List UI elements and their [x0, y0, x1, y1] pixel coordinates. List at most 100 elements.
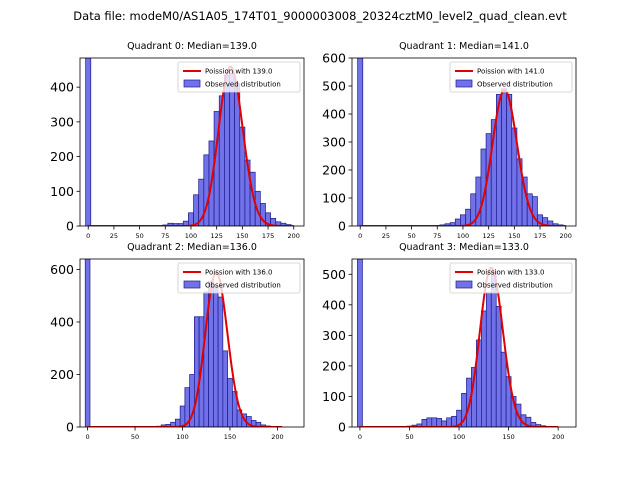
x-tick-label: 75 — [161, 232, 169, 240]
histogram-bar — [224, 74, 230, 226]
histogram-bar — [500, 351, 507, 427]
y-tick-label: 400 — [50, 315, 74, 330]
legend: Poission with 141.0 Observed distribution — [449, 61, 573, 93]
legend-observed-label: Observed distribution — [477, 282, 553, 290]
legend-fit-label: Poission with 141.0 — [477, 68, 545, 76]
y-tick-label: 0 — [338, 219, 346, 234]
y-tick-label: 600 — [322, 51, 346, 66]
histogram-bars — [85, 58, 292, 226]
legend-box — [177, 61, 301, 93]
legend-observed-swatch — [183, 79, 201, 88]
histogram-bar — [431, 417, 438, 427]
legend: Poission with 136.0 Observed distribution — [177, 262, 301, 294]
histogram-bar — [436, 418, 443, 427]
histogram-bar — [227, 378, 233, 427]
x-tick-label: 175 — [262, 232, 274, 240]
axes-frame — [351, 258, 577, 428]
histogram-bar — [188, 212, 194, 226]
y-tick-label: 100 — [322, 389, 346, 404]
poisson-fit-line — [359, 266, 559, 427]
histogram-bar — [531, 196, 538, 226]
histogram-bar — [203, 154, 210, 226]
legend-observed-swatch — [455, 79, 473, 88]
chart-title: Quadrant 1: Median=141.0 — [399, 41, 529, 52]
y-tick-label: 500 — [322, 79, 346, 94]
histogram-bar — [84, 259, 91, 427]
histogram-bar — [460, 214, 466, 226]
x-tick-label: 50 — [407, 232, 415, 240]
y-tick-label: 0 — [66, 219, 74, 234]
y-tick-label: 300 — [50, 114, 74, 129]
x-tick-label: 150 — [502, 433, 514, 441]
histogram-bar — [481, 310, 487, 427]
y-tick-label: 0 — [338, 420, 346, 435]
x-tick-label: 75 — [433, 232, 441, 240]
x-tick-label: 175 — [534, 232, 546, 240]
histogram-bar — [501, 88, 507, 226]
y-tick-label: 400 — [50, 80, 74, 95]
figure-suptitle: Data file: modeM0/AS1A05_174T01_90000030… — [73, 9, 567, 23]
histogram-bars — [357, 58, 564, 226]
y-tick-label: 200 — [50, 367, 74, 382]
histogram-bar — [490, 270, 497, 427]
x-tick-label: 200 — [560, 232, 572, 240]
x-tick-label: 0 — [86, 232, 90, 240]
histogram-bar — [426, 417, 433, 427]
chart-title: Quadrant 0: Median=139.0 — [127, 41, 257, 52]
x-tick-label: 100 — [185, 232, 197, 240]
chart-panel-3: Quadrant 3: Median=133.0 0 50 100 150 200 0 100… — [322, 242, 577, 441]
histogram-bar — [421, 419, 428, 427]
y-tick-label: 200 — [50, 149, 74, 164]
axes-frame — [79, 57, 305, 227]
histogram-bar — [213, 286, 219, 427]
legend-observed-swatch — [183, 280, 201, 289]
y-tick-label: 100 — [50, 184, 74, 199]
chart-title: Quadrant 2: Median=136.0 — [127, 242, 257, 253]
x-tick-label: 150 — [224, 433, 236, 441]
legend-observed-label: Observed distribution — [205, 81, 281, 89]
x-tick-label: 100 — [176, 433, 188, 441]
y-tick-label: 400 — [322, 297, 346, 312]
x-tick-label: 200 — [271, 433, 283, 441]
x-tick-label: 0 — [86, 433, 90, 441]
x-tick-label: 50 — [135, 232, 143, 240]
x-tick-label: 150 — [508, 232, 520, 240]
poisson-fit-line — [88, 65, 294, 226]
histogram-bar — [193, 194, 200, 226]
legend-fit-label: Poission with 136.0 — [205, 269, 273, 277]
legend: Poission with 133.0 Observed distribution — [449, 262, 573, 294]
x-tick-label: 50 — [405, 433, 413, 441]
x-tick-label: 125 — [482, 232, 494, 240]
x-tick-label: 150 — [236, 232, 248, 240]
x-tick-label: 25 — [110, 232, 118, 240]
x-tick-label: 50 — [131, 433, 139, 441]
legend-observed-label: Observed distribution — [477, 81, 553, 89]
legend-box — [177, 262, 301, 294]
y-tick-label: 500 — [322, 267, 346, 282]
x-tick-label: 200 — [552, 433, 564, 441]
histogram-bar — [222, 350, 228, 427]
y-tick-label: 100 — [322, 191, 346, 206]
x-tick-label: 200 — [288, 232, 300, 240]
legend-fit-label: Poission with 139.0 — [205, 68, 273, 76]
histogram-bar — [495, 306, 502, 427]
histogram-bar — [179, 405, 186, 427]
histogram-bar — [506, 94, 513, 226]
legend-observed-label: Observed distribution — [205, 282, 281, 290]
histogram-bar — [357, 58, 364, 226]
y-tick-label: 200 — [322, 163, 346, 178]
x-tick-label: 125 — [210, 232, 222, 240]
x-tick-label: 0 — [358, 232, 362, 240]
legend: Poission with 139.0 Observed distribution — [177, 61, 301, 93]
poisson-fit-line — [87, 271, 283, 427]
histogram-bar — [217, 296, 224, 427]
x-tick-label: 25 — [382, 232, 390, 240]
legend-box — [449, 61, 573, 93]
y-tick-label: 300 — [322, 135, 346, 150]
histogram-bar — [85, 58, 92, 226]
axes-frame — [79, 258, 305, 428]
chart-panel-2: Quadrant 2: Median=136.0 0 50 100 150 200 0 200… — [50, 242, 305, 441]
histogram-bar — [485, 292, 492, 427]
legend-fit-label: Poission with 133.0 — [477, 269, 545, 277]
